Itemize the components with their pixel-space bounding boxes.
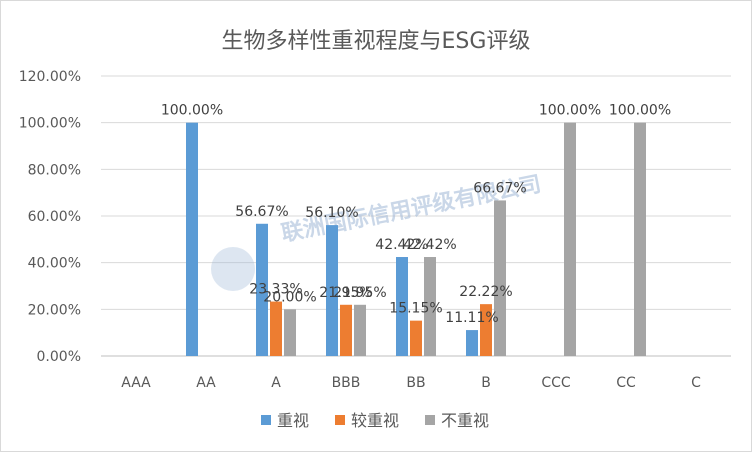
data-label: 100.00% (161, 103, 223, 119)
data-label: 100.00% (539, 103, 601, 119)
bar (186, 122, 198, 357)
data-label: 56.67% (235, 204, 288, 220)
legend-swatch (261, 415, 271, 425)
bar (424, 257, 436, 356)
y-tick-label: 40.00% (28, 256, 81, 272)
bar (564, 122, 576, 357)
data-label: 42.42% (375, 237, 428, 253)
y-tick-label: 120.00% (19, 69, 81, 85)
y-tick-label: 80.00% (28, 162, 81, 178)
bar (256, 223, 268, 356)
y-axis-ticks: 0.00% 20.00% 40.00% 60.00% 80.00% 100.00% 120.… (19, 69, 81, 365)
bar (410, 320, 422, 356)
legend-label: 重视 (277, 411, 309, 430)
data-label: 42.42% (403, 237, 456, 253)
data-label: 15.15% (389, 301, 442, 317)
legend-swatch (335, 415, 345, 425)
bar (396, 257, 408, 356)
x-category-label: A (271, 375, 281, 391)
bar (634, 122, 646, 357)
data-label: 21.95% (333, 285, 386, 301)
legend: 重视 较重视 不重视 (261, 411, 489, 430)
gridlines (101, 75, 731, 357)
x-category-label: C (691, 375, 701, 391)
y-tick-label: 20.00% (28, 302, 81, 318)
chart-title: 生物多样性重视程度与ESG评级 (222, 29, 531, 54)
data-label: 22.22% (459, 284, 512, 300)
y-tick-label: 60.00% (28, 209, 81, 225)
data-label: 66.67% (473, 180, 526, 196)
x-category-label: CCC (541, 375, 571, 391)
bar (284, 309, 296, 356)
data-label: 56.10% (305, 205, 358, 221)
data-label: 100.00% (609, 103, 671, 119)
bar (480, 304, 492, 356)
data-label: 20.00% (263, 289, 316, 305)
y-tick-label: 0.00% (37, 349, 81, 365)
data-label: 23.33% (249, 282, 302, 298)
watermark-logo (211, 247, 255, 291)
legend-label: 不重视 (441, 411, 489, 430)
x-category-label: B (481, 375, 491, 391)
x-category-label: BBB (332, 375, 361, 391)
x-category-label: AAA (121, 375, 151, 391)
bars (186, 122, 646, 357)
legend-swatch (425, 415, 435, 425)
y-tick-label: 100.00% (19, 116, 81, 132)
x-category-label: CC (616, 375, 636, 391)
bar (340, 304, 352, 356)
x-category-label: BB (406, 375, 425, 391)
data-label: 11.11% (445, 310, 498, 326)
bar (326, 225, 338, 356)
legend-label: 较重视 (351, 411, 399, 430)
data-label: 21.95% (319, 285, 372, 301)
x-axis-categories: AAA AA A BBB BB B CCC CC C (121, 375, 701, 391)
bar (354, 304, 366, 356)
bar (466, 330, 478, 356)
bar (494, 200, 506, 356)
x-category-label: AA (196, 375, 216, 391)
data-labels: 100.00% 56.67% 56.10% 42.42% 11.11% 23.33% 21.… (161, 103, 671, 326)
bar (270, 301, 282, 356)
